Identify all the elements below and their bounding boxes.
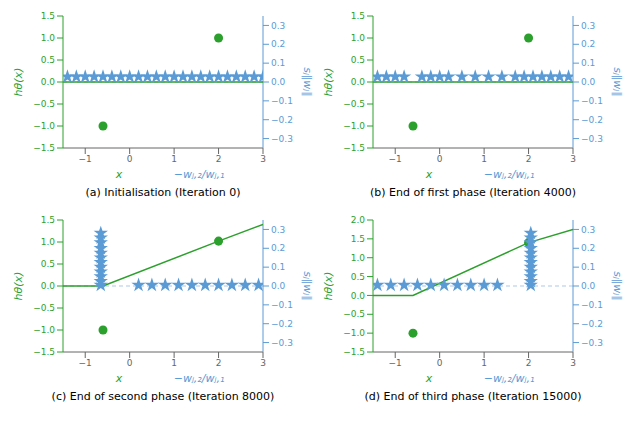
svg-text:−1: −1 [79, 358, 92, 368]
svg-text:0: 0 [127, 154, 133, 164]
svg-text:0.3: 0.3 [271, 225, 285, 235]
svg-text:−0.2: −0.2 [271, 319, 293, 329]
svg-text:−0.2: −0.2 [581, 319, 603, 329]
svg-text:3: 3 [260, 154, 266, 164]
svg-text:−0.5: −0.5 [343, 309, 365, 319]
svg-text:2: 2 [216, 358, 222, 368]
svg-text:−0.5: −0.5 [33, 99, 55, 109]
svg-text:sⱼ‖wⱼ‖: sⱼ‖wⱼ‖ [611, 271, 624, 301]
svg-text:0.0: 0.0 [581, 281, 596, 291]
svg-text:−1: −1 [389, 358, 402, 368]
svg-text:3: 3 [570, 154, 576, 164]
svg-text:0.2: 0.2 [271, 39, 285, 49]
svg-text:−1.0: −1.0 [343, 121, 365, 131]
html-text:x: x [425, 168, 433, 181]
html-text:−wⱼ,₂/wⱼ,₁: −wⱼ,₂/wⱼ,₁ [483, 372, 535, 385]
svg-text:−1.0: −1.0 [33, 121, 55, 131]
svg-text:1.5: 1.5 [41, 11, 55, 21]
svg-text:0.5: 0.5 [41, 259, 55, 269]
svg-text:0.0: 0.0 [271, 281, 286, 291]
html-text:(c) End of second phase (Itera: (c) End of second phase (Iteration 8000) [51, 390, 275, 403]
svg-text:−1: −1 [389, 154, 402, 164]
svg-text:2: 2 [526, 154, 532, 164]
svg-text:0.3: 0.3 [581, 225, 595, 235]
html-text:−wⱼ,₂/wⱼ,₁: −wⱼ,₂/wⱼ,₁ [173, 372, 225, 385]
svg-text:0.1: 0.1 [581, 58, 595, 68]
html-text:−wⱼ,₂/wⱼ,₁: −wⱼ,₂/wⱼ,₁ [173, 168, 225, 181]
svg-text:0.5: 0.5 [41, 55, 55, 65]
html-text:(d) End of third phase (Iterat: (d) End of third phase (Iteration 15000) [364, 390, 582, 403]
svg-text:0.1: 0.1 [271, 58, 285, 68]
svg-text:3: 3 [570, 358, 576, 368]
html-text:−wⱼ,₂/wⱼ,₁: −wⱼ,₂/wⱼ,₁ [483, 168, 535, 181]
svg-text:−0.3: −0.3 [271, 134, 293, 144]
html-text:(a) Initialisation (Iteration: (a) Initialisation (Iteration 0) [85, 186, 241, 199]
svg-text:sⱼ‖wⱼ‖: sⱼ‖wⱼ‖ [611, 67, 624, 97]
svg-text:0.0: 0.0 [581, 77, 596, 87]
svg-text:0.0: 0.0 [41, 281, 56, 291]
svg-text:0.0: 0.0 [41, 77, 56, 87]
svg-text:2: 2 [526, 358, 532, 368]
svg-text:−1: −1 [79, 154, 92, 164]
svg-text:−0.1: −0.1 [581, 96, 603, 106]
svg-text:1.0: 1.0 [41, 33, 56, 43]
svg-text:−1.0: −1.0 [343, 328, 365, 338]
svg-text:2: 2 [216, 154, 222, 164]
svg-text:hθ(x): hθ(x) [12, 68, 25, 97]
html-text:x: x [115, 372, 123, 385]
svg-text:0: 0 [437, 358, 443, 368]
svg-text:1: 1 [171, 358, 177, 368]
svg-text:0.1: 0.1 [271, 262, 285, 272]
svg-text:−0.1: −0.1 [581, 300, 603, 310]
svg-text:1.0: 1.0 [351, 33, 366, 43]
svg-text:hθ(x): hθ(x) [322, 68, 335, 97]
svg-text:0.5: 0.5 [351, 55, 365, 65]
html-text:x: x [115, 168, 123, 181]
svg-text:0.0: 0.0 [271, 77, 286, 87]
svg-text:−1.5: −1.5 [33, 347, 55, 357]
html-text:x: x [425, 372, 433, 385]
svg-text:−0.1: −0.1 [271, 96, 293, 106]
svg-text:0: 0 [437, 154, 443, 164]
svg-text:−0.2: −0.2 [581, 115, 603, 125]
svg-text:−1.0: −1.0 [33, 325, 55, 335]
svg-text:0.0: 0.0 [351, 77, 366, 87]
svg-text:−0.5: −0.5 [343, 99, 365, 109]
svg-text:2.0: 2.0 [351, 215, 366, 225]
svg-text:0.0: 0.0 [351, 291, 366, 301]
svg-text:−1.5: −1.5 [343, 347, 365, 357]
svg-text:1.0: 1.0 [351, 253, 366, 263]
svg-text:0.5: 0.5 [351, 272, 365, 282]
svg-text:0.2: 0.2 [581, 243, 595, 253]
svg-text:−1.5: −1.5 [343, 143, 365, 153]
svg-text:0.3: 0.3 [581, 21, 595, 31]
svg-text:0.3: 0.3 [271, 21, 285, 31]
svg-text:1.5: 1.5 [351, 11, 365, 21]
svg-text:0.2: 0.2 [581, 39, 595, 49]
svg-text:−0.2: −0.2 [271, 115, 293, 125]
svg-text:hθ(x): hθ(x) [12, 272, 25, 301]
svg-text:−0.3: −0.3 [271, 338, 293, 348]
svg-text:1: 1 [481, 154, 487, 164]
svg-text:1: 1 [171, 154, 177, 164]
svg-text:sⱼ‖wⱼ‖: sⱼ‖wⱼ‖ [301, 271, 314, 301]
svg-text:1: 1 [481, 358, 487, 368]
svg-text:−0.3: −0.3 [581, 338, 603, 348]
svg-text:−0.5: −0.5 [33, 303, 55, 313]
svg-text:1.5: 1.5 [41, 215, 55, 225]
svg-text:0.2: 0.2 [271, 243, 285, 253]
svg-text:1.5: 1.5 [351, 234, 365, 244]
svg-text:hθ(x): hθ(x) [322, 272, 335, 301]
html-text:(b) End of first phase (Iterat: (b) End of first phase (Iteration 4000) [370, 186, 576, 199]
svg-text:−0.1: −0.1 [271, 300, 293, 310]
svg-text:3: 3 [260, 358, 266, 368]
svg-text:0: 0 [127, 358, 133, 368]
svg-text:0.1: 0.1 [581, 262, 595, 272]
svg-text:1.0: 1.0 [41, 237, 56, 247]
svg-text:sⱼ‖wⱼ‖: sⱼ‖wⱼ‖ [301, 67, 314, 97]
svg-text:−1.5: −1.5 [33, 143, 55, 153]
svg-text:−0.3: −0.3 [581, 134, 603, 144]
